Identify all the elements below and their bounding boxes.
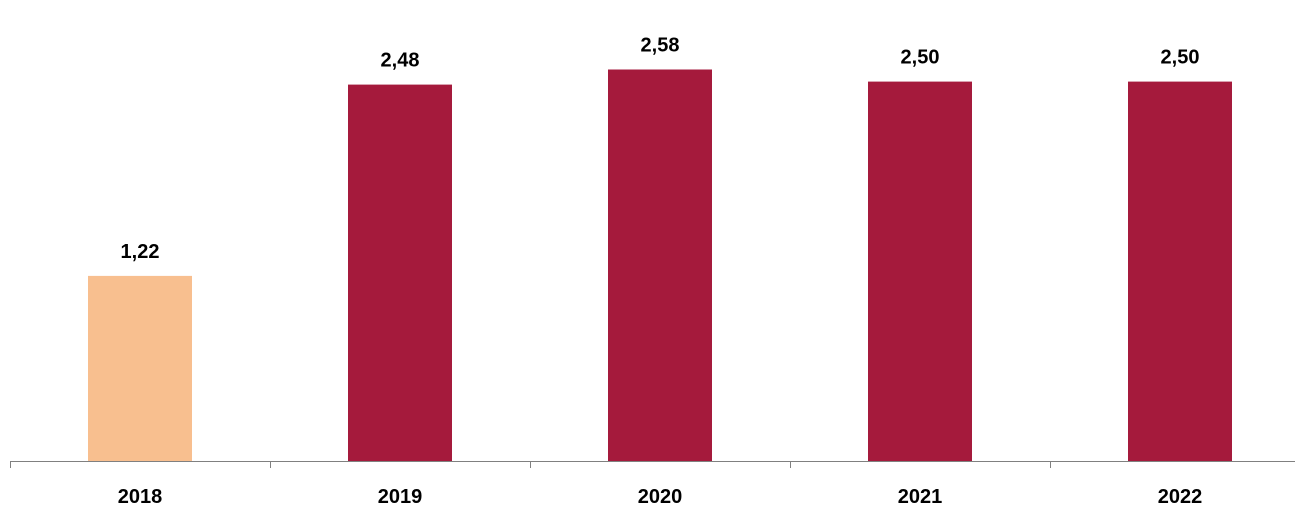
bar-2022 bbox=[1128, 81, 1232, 461]
value-label-2019: 2,48 bbox=[381, 50, 420, 72]
value-label-2021: 2,50 bbox=[901, 47, 940, 69]
bars-layer bbox=[88, 69, 1232, 461]
x-tick-label-2021: 2021 bbox=[898, 486, 943, 508]
value-label-2020: 2,58 bbox=[641, 35, 680, 57]
x-tick-label-2020: 2020 bbox=[638, 486, 683, 508]
x-tick-label-2018: 2018 bbox=[118, 486, 163, 508]
value-labels-layer: 1,22 2,48 2,58 2,50 2,50 bbox=[121, 35, 1200, 263]
x-tick-labels: 2018 2019 2020 2021 2022 bbox=[118, 486, 1203, 508]
x-axis bbox=[10, 461, 1295, 468]
value-label-2018: 1,22 bbox=[121, 241, 160, 263]
x-tick-label-2019: 2019 bbox=[378, 486, 423, 508]
bar-2018 bbox=[88, 275, 192, 461]
bar-2019 bbox=[348, 84, 452, 461]
value-label-2022: 2,50 bbox=[1161, 47, 1200, 69]
bar-2021 bbox=[868, 81, 972, 461]
bar-2020 bbox=[608, 69, 712, 461]
x-tick-label-2022: 2022 bbox=[1158, 486, 1203, 508]
